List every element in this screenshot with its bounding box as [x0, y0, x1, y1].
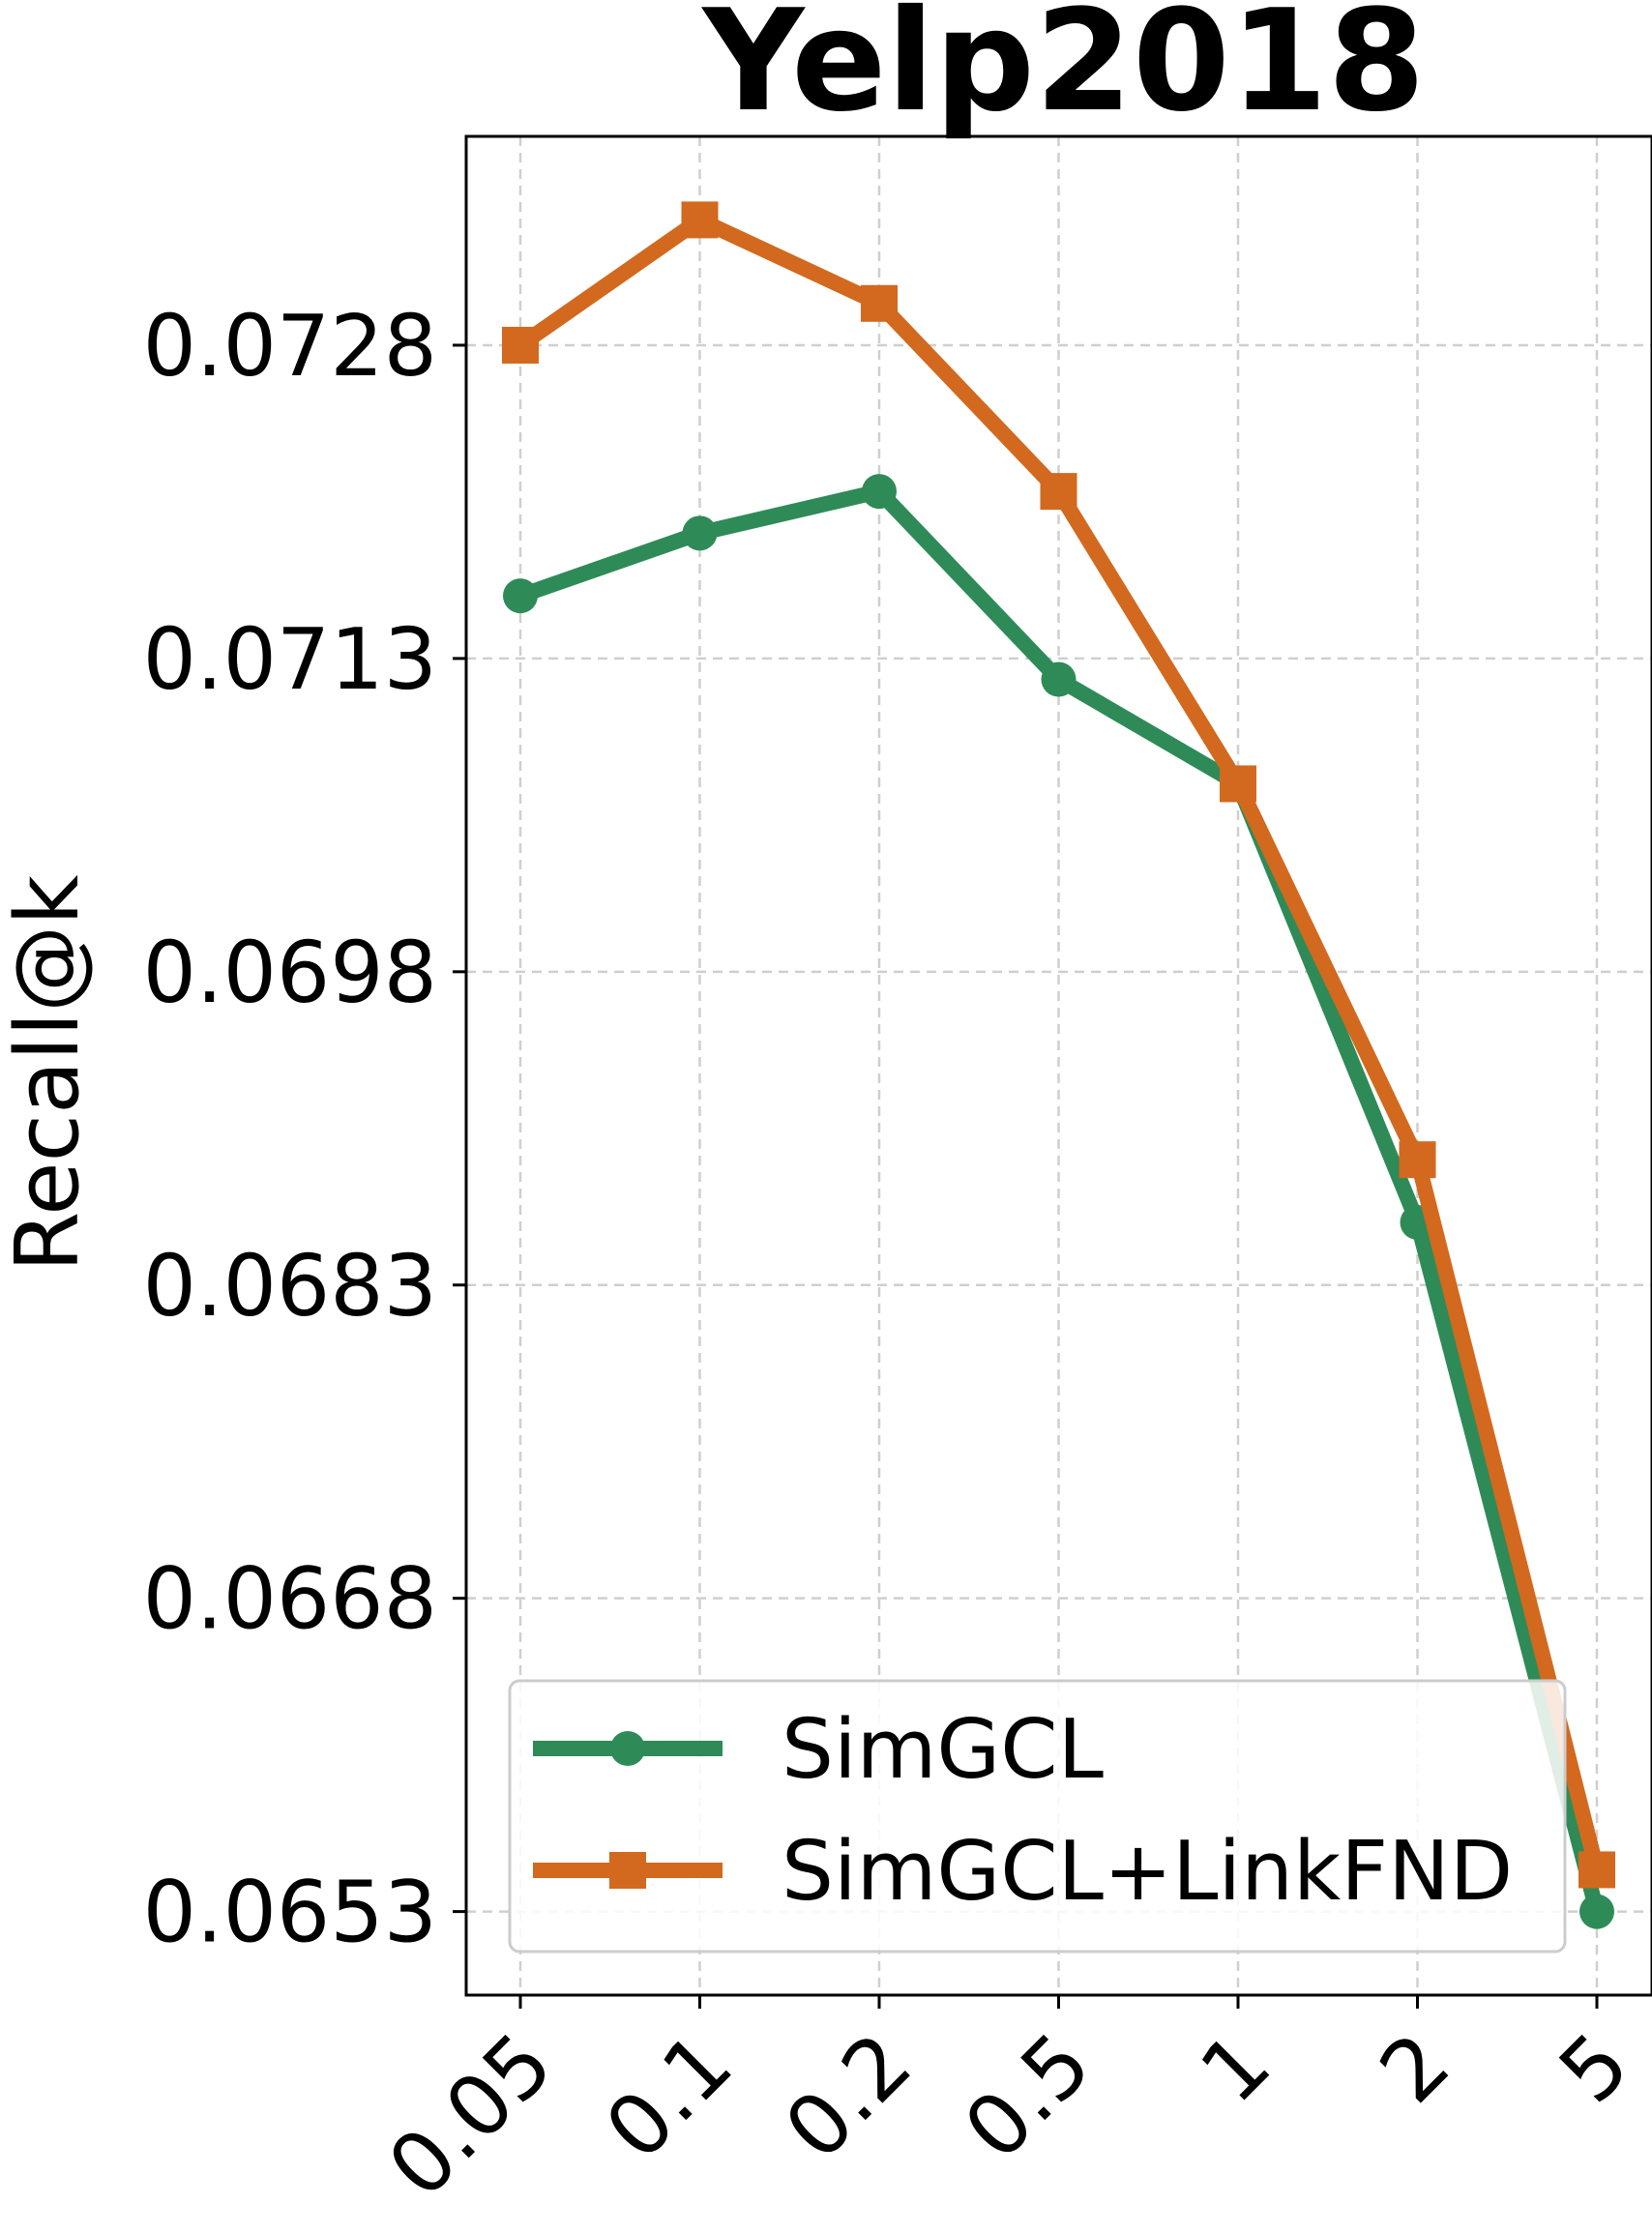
y-tick-label: 0.0683	[143, 1237, 437, 1336]
data-point-circle	[1041, 661, 1077, 697]
data-point-circle	[862, 474, 897, 510]
x-tick-label: 0.1	[586, 2014, 751, 2179]
x-tick-label: 0.05	[369, 2014, 572, 2217]
y-tick-label: 0.0728	[143, 297, 437, 396]
data-point-square	[1578, 1851, 1615, 1889]
y-tick-label: 0.0698	[143, 924, 437, 1022]
y-tick-label: 0.0713	[143, 610, 437, 709]
legend-label: SimGCL+LinkFND	[782, 1824, 1513, 1920]
data-point-circle	[503, 578, 538, 614]
series-layer	[502, 201, 1615, 1929]
x-tick-label: 1	[1182, 2014, 1289, 2122]
x-tick-label: 2	[1361, 2014, 1468, 2122]
y-tick-label: 0.0653	[143, 1864, 437, 1962]
x-tick-label: 0.2	[766, 2014, 930, 2179]
legend-marker-square	[609, 1852, 646, 1889]
legend: SimGCL SimGCL+LinkFND	[508, 1679, 1567, 1954]
legend-box	[508, 1679, 1567, 1954]
y-tick-label: 0.0668	[143, 1550, 437, 1649]
data-point-square	[861, 284, 898, 322]
chart-title: Yelp2018	[700, 0, 1425, 143]
data-point-square	[1220, 765, 1256, 803]
legend-marker-circle	[610, 1731, 645, 1766]
y-axis-label: Recall@k	[0, 875, 99, 1273]
legend-label: SimGCL	[782, 1702, 1104, 1798]
data-point-square	[681, 201, 719, 239]
data-point-square	[1040, 473, 1077, 511]
data-point-square	[502, 326, 539, 364]
x-tick-label: 0.5	[945, 2014, 1109, 2179]
data-point-circle	[682, 515, 718, 551]
data-point-square	[1399, 1141, 1436, 1179]
data-point-circle	[1579, 1894, 1614, 1929]
x-tick-label: 5	[1541, 2014, 1648, 2122]
